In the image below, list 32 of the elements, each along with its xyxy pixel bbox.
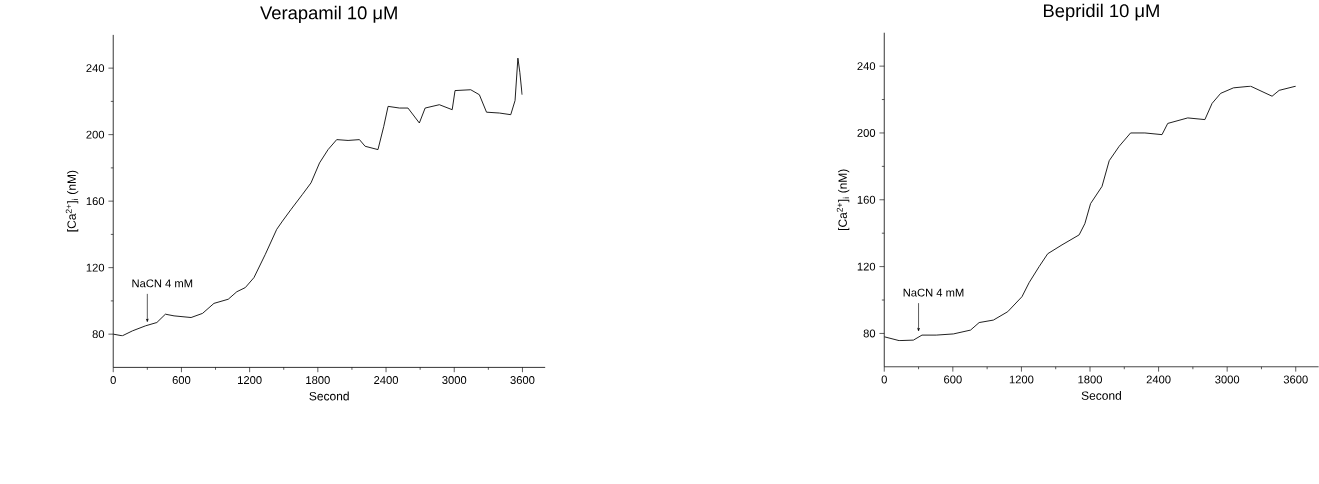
y-axis-title: [Ca$^{2+}$]$_{i}$ (nM) — [65, 170, 79, 232]
annotation: NaCN 4 mM — [132, 279, 193, 288]
x-tick-label: 0 — [881, 375, 887, 384]
y-tick-label: 80 — [92, 330, 105, 339]
x-tick-label: 3600 — [510, 376, 535, 385]
y-tick-label: 120 — [86, 263, 105, 272]
x-tick-label: 2400 — [1146, 375, 1171, 384]
y-tick-label: 240 — [857, 62, 876, 71]
x-tick-label: 3000 — [1215, 375, 1240, 384]
y-axis-title: [Ca$^{2+}$]$_{i}$ (nM) — [836, 169, 850, 231]
x-tick-label: 3600 — [1283, 375, 1308, 384]
x-axis-title: Second — [1081, 391, 1121, 400]
y-tick-label: 160 — [86, 197, 105, 206]
y-tick-label: 240 — [86, 64, 105, 73]
x-tick-label: 1800 — [1078, 375, 1102, 384]
y-tick-label: 80 — [863, 329, 876, 338]
x-tick-label: 0 — [110, 376, 116, 385]
annotation: NaCN 4 mM — [903, 288, 964, 297]
x-tick-label: 2400 — [374, 376, 399, 385]
y-tick-label: 200 — [86, 130, 105, 139]
chart-title: Bepridil 10 μM — [1044, 3, 1159, 21]
x-tick-label: 600 — [944, 375, 962, 384]
y-tick-label: 200 — [857, 129, 876, 138]
y-tick-label: 120 — [857, 262, 876, 271]
x-tick-label: 1200 — [238, 376, 262, 385]
chart-title: Verapamil 10 μM — [260, 5, 397, 24]
x-axis-title: Second — [309, 391, 349, 401]
y-tick-label: 160 — [857, 195, 876, 204]
x-tick-label: 3000 — [442, 376, 467, 385]
x-tick-label: 1800 — [306, 376, 330, 385]
x-tick-label: 1200 — [1009, 375, 1034, 384]
x-tick-label: 600 — [172, 376, 191, 385]
